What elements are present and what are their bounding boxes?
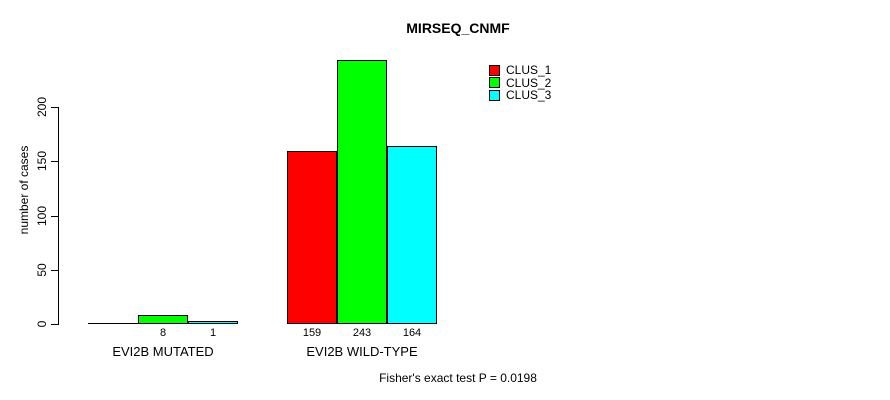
legend-row: CLUS_2 bbox=[489, 75, 552, 90]
y-tick-mark bbox=[51, 216, 58, 217]
bar-value-label: 243 bbox=[352, 327, 372, 339]
y-tick-mark bbox=[51, 270, 58, 271]
legend: CLUS_1 CLUS_2 CLUS_3 bbox=[489, 63, 552, 103]
y-tick-label: 150 bbox=[35, 150, 49, 172]
bar-clus_2-group2 bbox=[337, 60, 387, 324]
bar-clus_3-group1 bbox=[188, 321, 238, 324]
group-label-1: EVI2B MUTATED bbox=[112, 344, 214, 359]
legend-label: CLUS_3 bbox=[506, 88, 552, 103]
bar-clus_1-group2 bbox=[287, 151, 337, 324]
bar-value-label: 8 bbox=[159, 327, 167, 339]
legend-row: CLUS_1 bbox=[489, 63, 552, 78]
y-axis-line bbox=[58, 107, 59, 325]
bar-value-label: 164 bbox=[402, 327, 422, 339]
y-tick-label: 100 bbox=[35, 205, 49, 227]
bar-value-label: 1 bbox=[209, 327, 217, 339]
bar-value-label: 159 bbox=[302, 327, 322, 339]
y-tick-mark bbox=[51, 107, 58, 108]
fisher-test-annotation: Fisher's exact test P = 0.0198 bbox=[379, 371, 537, 385]
y-tick-mark bbox=[51, 161, 58, 162]
legend-row: CLUS_3 bbox=[489, 88, 552, 103]
y-tick-mark bbox=[51, 324, 58, 325]
legend-label: CLUS_1 bbox=[506, 63, 552, 78]
legend-swatch-icon bbox=[489, 77, 500, 89]
legend-swatch-icon bbox=[489, 64, 500, 76]
bar-clus_1-group1 bbox=[88, 323, 138, 324]
bar-clus_2-group1 bbox=[138, 315, 188, 324]
bar-clus_3-group2 bbox=[387, 146, 437, 324]
chart-title: MIRSEQ_CNMF bbox=[406, 20, 510, 36]
legend-label: CLUS_2 bbox=[506, 75, 552, 90]
y-tick-label: 200 bbox=[35, 96, 49, 118]
y-tick-label: 0 bbox=[35, 320, 49, 328]
y-axis-title: number of cases bbox=[17, 145, 31, 235]
y-tick-label: 50 bbox=[35, 263, 49, 277]
legend-swatch-icon bbox=[489, 89, 500, 101]
group-label-2: EVI2B WILD-TYPE bbox=[306, 344, 418, 359]
